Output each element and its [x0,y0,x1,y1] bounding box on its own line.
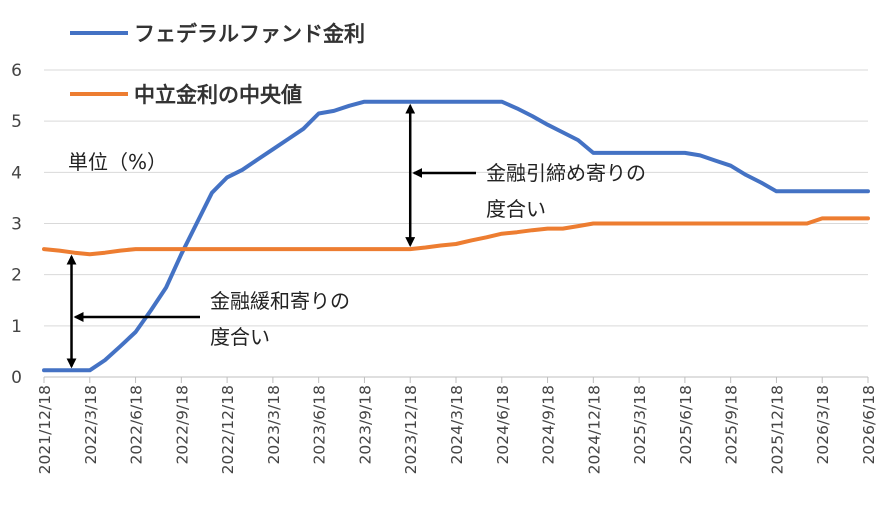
annotation-easing-line1: 金融緩和寄りの [210,289,350,313]
x-tick-17: 2026/3/18 [814,385,832,464]
y-tick-2: 2 [11,266,22,286]
y-tick-labels: 0 1 2 3 4 5 6 [11,61,22,388]
y-axis-label: 単位（%） [68,150,168,174]
x-tick-8: 2023/12/18 [402,385,420,474]
x-tick-1: 2022/3/18 [82,385,100,464]
series-lines [42,99,870,373]
series-line-1 [42,216,870,257]
series-line-0 [42,99,870,373]
y-tick-5: 5 [11,112,22,132]
annotation-easing-line2: 度合い [210,325,270,349]
x-tick-labels: 2021/12/18 2022/3/18 2022/6/18 2022/9/18 202… [36,385,878,474]
x-tick-6: 2023/6/18 [311,385,329,464]
x-tick-7: 2023/9/18 [356,385,374,464]
y-tick-1: 1 [11,317,22,337]
annotation-arrows [66,103,476,369]
y-tick-6: 6 [11,61,22,81]
x-tick-14: 2025/6/18 [677,385,695,464]
y-tick-0: 0 [11,368,22,388]
x-tick-5: 2023/3/18 [265,385,283,464]
x-tick-3: 2022/9/18 [173,385,191,464]
axes [43,376,869,383]
annotation-easing: 金融緩和寄りの 度合い [210,283,350,355]
x-tick-11: 2024/9/18 [540,385,558,464]
annotation-tightening-line1: 金融引締め寄りの [486,161,646,185]
legend: フェデラルファンド金利 中立金利の中央値 [70,22,365,107]
x-tick-0: 2021/12/18 [36,385,54,474]
y-tick-4: 4 [11,163,22,183]
x-tick-4: 2022/12/18 [219,385,237,474]
gridlines [44,69,868,327]
annotation-tightening: 金融引締め寄りの 度合い [486,155,646,227]
y-tick-3: 3 [11,215,22,235]
legend-label-neutral-rate: 中立金利の中央値 [134,83,302,107]
x-tick-18: 2026/6/18 [860,385,878,464]
annotation-tightening-line2: 度合い [486,197,546,221]
x-tick-9: 2024/3/18 [448,385,466,464]
x-tick-2: 2022/6/18 [128,385,146,464]
x-tick-15: 2025/9/18 [723,385,741,464]
x-tick-13: 2025/3/18 [631,385,649,464]
x-tick-16: 2025/12/18 [768,385,786,474]
x-tick-12: 2024/12/18 [585,385,603,474]
x-tick-10: 2024/6/18 [494,385,512,464]
legend-label-federal-funds: フェデラルファンド金利 [134,22,365,46]
